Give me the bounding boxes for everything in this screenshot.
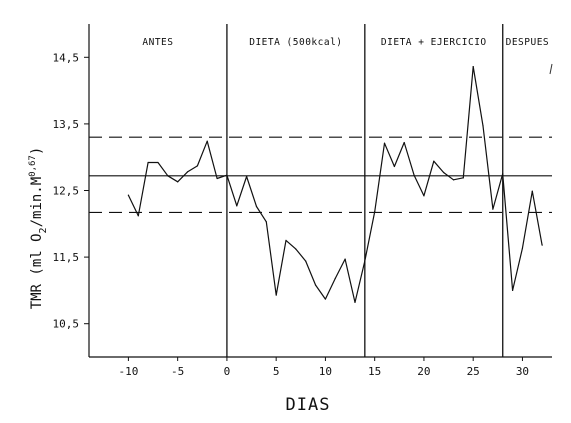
y-axis-label: TMR (ml O2/min.M0,67)	[28, 147, 49, 310]
data-point	[502, 173, 504, 175]
data-point	[374, 211, 376, 213]
data-point	[246, 175, 248, 178]
y-axis: 10,5 11,5 12,5 13,5 14,5	[53, 51, 89, 331]
data-point	[521, 247, 524, 250]
data-point	[177, 181, 179, 183]
x-tick-label: 15	[368, 365, 381, 378]
phase-label: DIETA + EJERCICIO	[381, 37, 487, 48]
data-point	[403, 141, 405, 144]
data-point	[206, 140, 208, 142]
data-point	[364, 260, 366, 262]
x-tick-label: 20	[417, 365, 430, 378]
data-series	[127, 65, 543, 303]
y-label-text: TMR (ml O	[29, 233, 45, 309]
y-tick-label: 11,5	[53, 251, 80, 264]
data-point	[285, 239, 287, 242]
data-point	[472, 66, 474, 68]
x-axis: -10 -5 0 5 10 15 20 25 30	[118, 357, 529, 378]
data-point	[492, 208, 494, 210]
data-point	[443, 171, 445, 174]
data-point	[344, 258, 346, 260]
data-point	[186, 171, 189, 173]
x-tick-label: 0	[224, 365, 231, 378]
data-point	[275, 294, 277, 296]
data-point	[482, 125, 484, 127]
x-tick-label: 30	[516, 365, 529, 378]
data-point	[226, 174, 228, 176]
data-point	[265, 221, 267, 223]
data-point	[541, 244, 543, 246]
data-point	[452, 179, 455, 181]
x-tick-label: 25	[467, 365, 480, 378]
data-point	[314, 284, 317, 286]
phase-label: DIETA (500kcal)	[249, 37, 342, 48]
data-point	[216, 177, 218, 180]
y-tick-label: 12,5	[53, 185, 80, 198]
phase-dividers	[226, 24, 504, 357]
data-point	[295, 248, 297, 250]
data-point	[462, 177, 464, 179]
stray-mark	[549, 63, 553, 75]
data-point	[433, 160, 435, 162]
data-point	[354, 301, 356, 303]
plot-frame	[88, 24, 552, 358]
x-tick-label: -10	[118, 365, 138, 378]
data-point	[147, 161, 149, 164]
x-tick-label: -5	[171, 365, 184, 378]
data-point	[531, 190, 533, 192]
data-line	[127, 65, 543, 303]
data-point	[236, 205, 238, 207]
data-point	[413, 174, 415, 176]
data-point	[305, 260, 307, 262]
data-point	[511, 289, 514, 291]
data-point	[334, 277, 336, 280]
data-point	[383, 142, 386, 144]
data-point	[393, 165, 395, 168]
data-point	[423, 195, 425, 197]
y-label-subscript: 2	[38, 227, 49, 233]
y-tick-label: 14,5	[53, 51, 80, 64]
data-point	[157, 161, 159, 164]
reference-lines	[89, 136, 552, 214]
x-tick-label: 10	[319, 365, 332, 378]
y-tick-label: 13,5	[53, 118, 80, 131]
data-point	[127, 194, 130, 196]
phase-label: DESPUES	[506, 37, 550, 48]
x-tick-label: 5	[273, 365, 280, 378]
data-point	[167, 175, 169, 177]
phase-label: ANTES	[142, 37, 173, 48]
y-label-superscript: 0,67	[28, 155, 38, 177]
x-axis-label: DIAS	[286, 395, 331, 415]
data-point	[137, 215, 139, 217]
data-point	[324, 298, 327, 300]
y-label-text: /min.M	[29, 177, 45, 228]
phase-labels: ANTES DIETA (500kcal) DIETA + EJERCICIO DES…	[142, 37, 550, 48]
data-point	[255, 205, 258, 208]
data-point	[196, 165, 198, 167]
y-label-text: )	[29, 147, 45, 155]
y-tick-label: 10,5	[53, 318, 80, 331]
